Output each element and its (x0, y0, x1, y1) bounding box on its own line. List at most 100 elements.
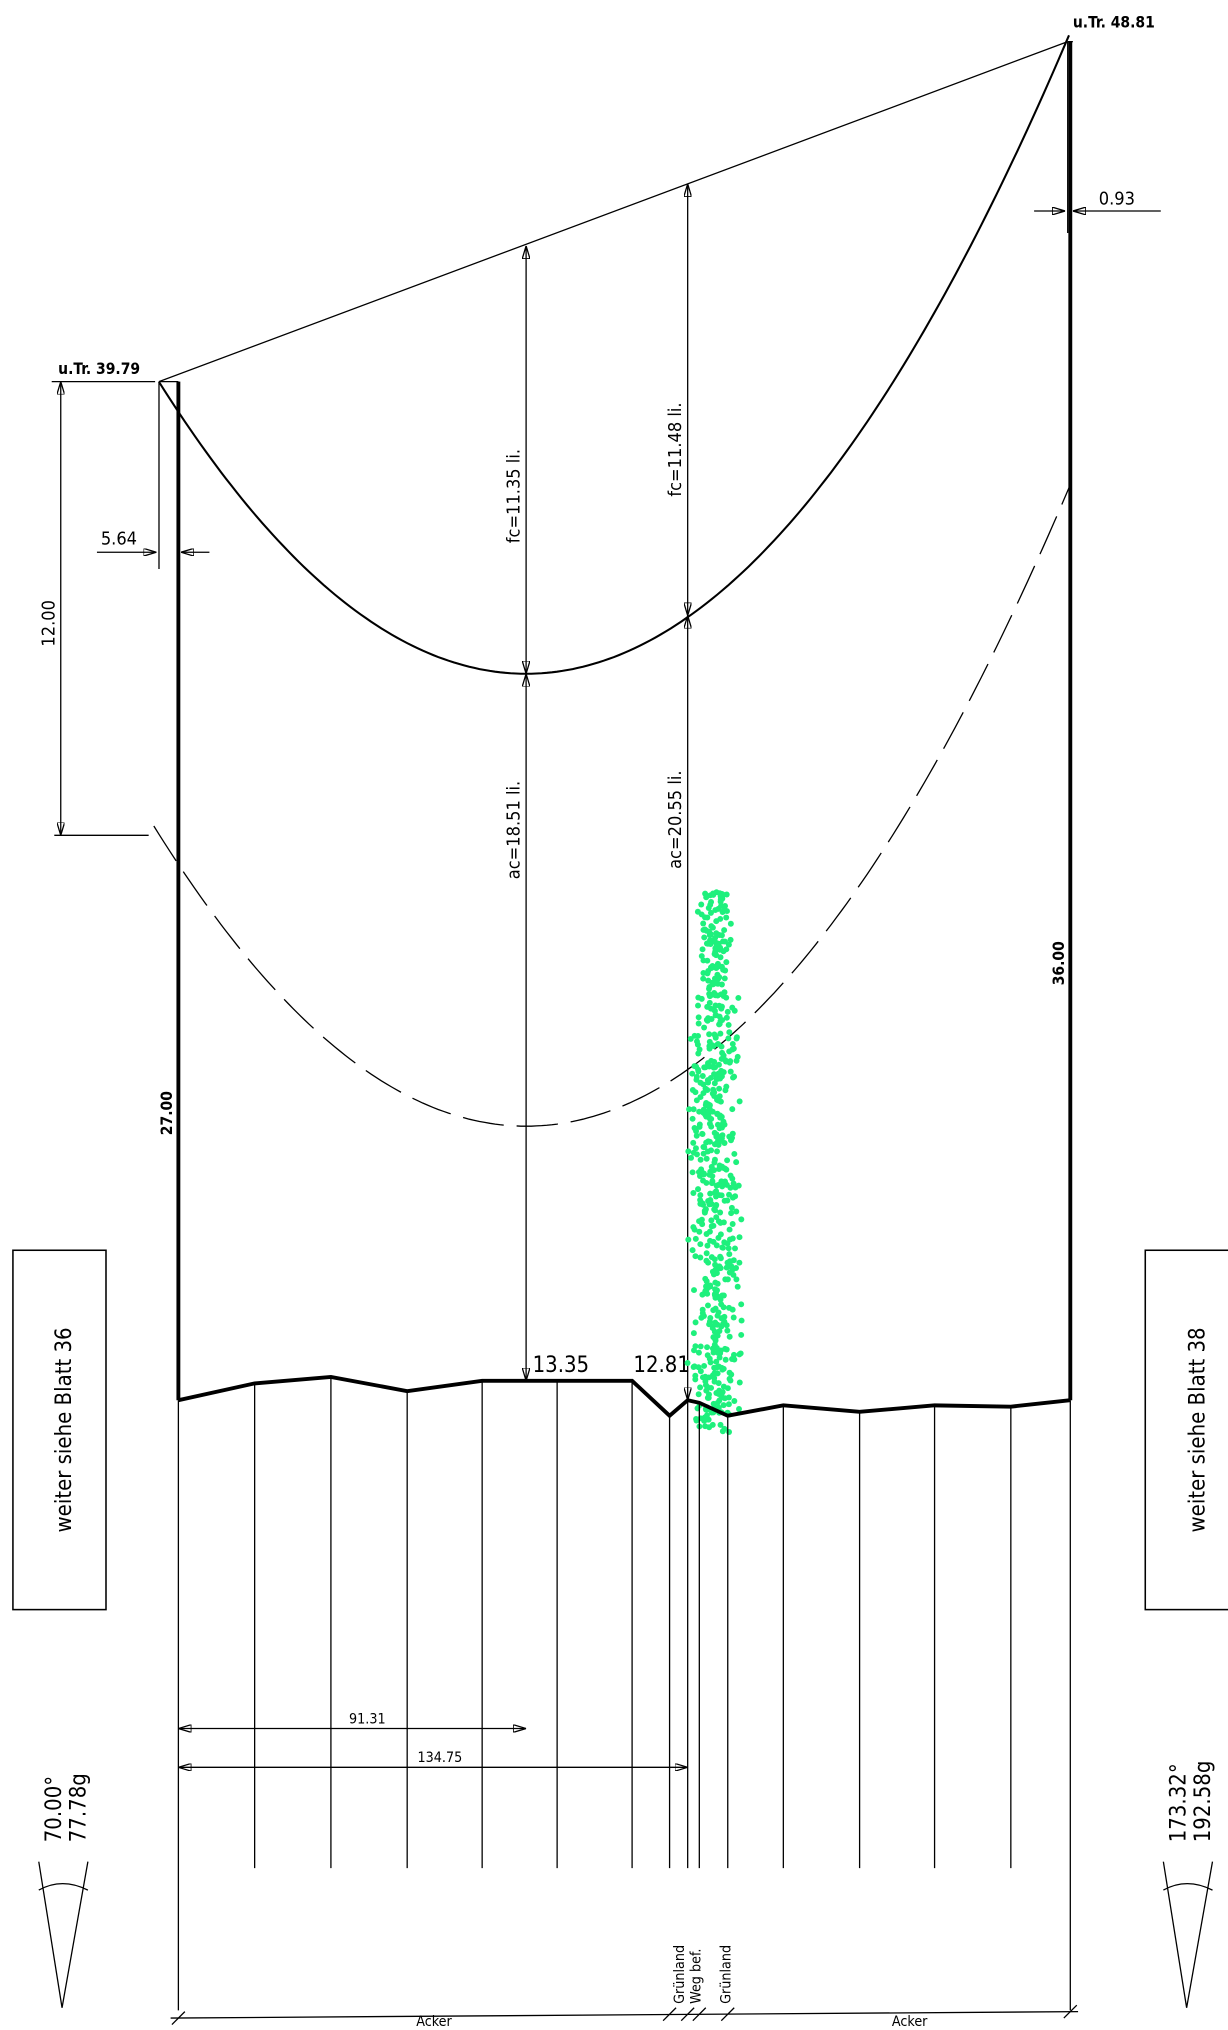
vegetation-point (725, 1021, 732, 1028)
vegetation-point (712, 1012, 719, 1019)
vegetation-point (726, 1048, 733, 1055)
continuation-label: weiter siehe Blatt 38 (1186, 1327, 1211, 1532)
vegetation-point (716, 1085, 723, 1092)
vegetation-point (702, 1423, 709, 1430)
vegetation-point (733, 1208, 740, 1215)
vegetation-point (711, 1071, 718, 1078)
vegetation-point (723, 1014, 730, 1021)
vegetation-point (691, 1125, 698, 1131)
vegetation-point (724, 1327, 731, 1334)
vegetation-point (696, 1046, 703, 1053)
vegetation-point (701, 1024, 708, 1031)
vegetation-point (706, 983, 713, 990)
vegetation-point (714, 1121, 721, 1128)
vegetation-point (707, 931, 714, 938)
vegetation-point (698, 911, 705, 918)
vegetation-point (708, 964, 715, 971)
vegetation-point (700, 920, 707, 927)
tower-height: 36.00 (1050, 941, 1068, 985)
vegetation-point (711, 936, 718, 943)
angle-symbol (1162, 1861, 1214, 2008)
vegetation-point (724, 1157, 731, 1164)
vegetation-point (692, 1376, 699, 1383)
vegetation-point (708, 1254, 715, 1261)
vegetation-point (727, 1068, 734, 1075)
vegetation-point (693, 1097, 700, 1104)
vegetation-point (723, 1322, 730, 1329)
vegetation-point (692, 1319, 699, 1326)
vegetation-point (730, 1180, 737, 1187)
vegetation-point (693, 1076, 700, 1083)
vegetation-point (714, 1110, 721, 1117)
vegetation-point (723, 994, 730, 1001)
vegetation-point (697, 1156, 704, 1163)
vegetation-point (729, 1130, 736, 1137)
vegetation-point (706, 999, 713, 1006)
vegetation-point (715, 1136, 722, 1143)
vegetation-point (692, 1089, 699, 1096)
vegetation-point (708, 1115, 715, 1122)
vegetation-point (726, 1333, 733, 1340)
vegetation-point (689, 1169, 696, 1176)
vegetation-point (738, 1301, 745, 1308)
vegetation-point (711, 1159, 718, 1166)
vegetation-point (702, 1382, 709, 1389)
dimension-label: 12.00 (38, 600, 59, 647)
vegetation-point (723, 946, 730, 953)
vegetation-point (710, 1043, 717, 1049)
vegetation-point (711, 1167, 718, 1174)
sag-label: fc=11.35 li. (504, 449, 525, 543)
vegetation-point (706, 1031, 713, 1038)
vegetation-point (730, 1045, 737, 1052)
vegetation-point (705, 1198, 712, 1204)
vegetation-point (696, 1218, 703, 1225)
vegetation-point (689, 1115, 696, 1122)
vegetation-point (701, 1362, 708, 1369)
vegetation-point (736, 1259, 743, 1266)
vegetation-point (703, 1257, 710, 1264)
vegetation-point (698, 901, 705, 908)
vegetation-point (703, 940, 710, 947)
vegetation-point (716, 1387, 723, 1394)
vegetation-point (731, 1007, 738, 1014)
vegetation-point (702, 1275, 709, 1282)
vegetation-point (707, 892, 714, 899)
vegetation-point (712, 1034, 719, 1041)
vegetation-point (714, 980, 721, 987)
vegetation-point (695, 1186, 701, 1193)
vegetation-point (730, 1271, 737, 1278)
vegetation-point (711, 951, 718, 957)
vegetation-point (716, 1328, 723, 1335)
vegetation-point (705, 1079, 712, 1086)
vegetation-point (712, 1337, 719, 1344)
vegetation-point (711, 1080, 718, 1087)
vegetation-point (722, 1276, 729, 1283)
vegetation-point (717, 1350, 724, 1357)
land-use: Acker (416, 2014, 452, 2030)
clearance-curve (153, 487, 1070, 1127)
vegetation-point (718, 1003, 725, 1010)
vegetation-point (729, 1221, 736, 1227)
vegetation-point (717, 1421, 724, 1428)
tower-label: u.Tr. 48.81 (1073, 13, 1155, 31)
vegetation-point (718, 932, 725, 939)
vegetation-point (693, 1063, 700, 1070)
vegetation-point (724, 1259, 731, 1266)
sag-label: fc=11.48 li. (665, 402, 686, 496)
vegetation-point (717, 1219, 724, 1226)
vegetation-point (700, 957, 707, 964)
vegetation-point (733, 1276, 740, 1283)
vegetation-point (693, 1417, 700, 1424)
vegetation-point (730, 1351, 737, 1358)
vegetation-point (705, 977, 712, 984)
vegetation-point (720, 1069, 727, 1076)
vegetation-point (713, 930, 720, 937)
vegetation-point (704, 1344, 711, 1351)
vegetation-point (714, 1280, 721, 1287)
vegetation-point (726, 1251, 733, 1258)
distance-label: 91.31 (349, 1711, 386, 1727)
continuation-label: weiter siehe Blatt 36 (52, 1327, 77, 1532)
vegetation-point (706, 1228, 713, 1235)
vegetation-point (707, 1005, 714, 1012)
vegetation-point (718, 903, 725, 910)
